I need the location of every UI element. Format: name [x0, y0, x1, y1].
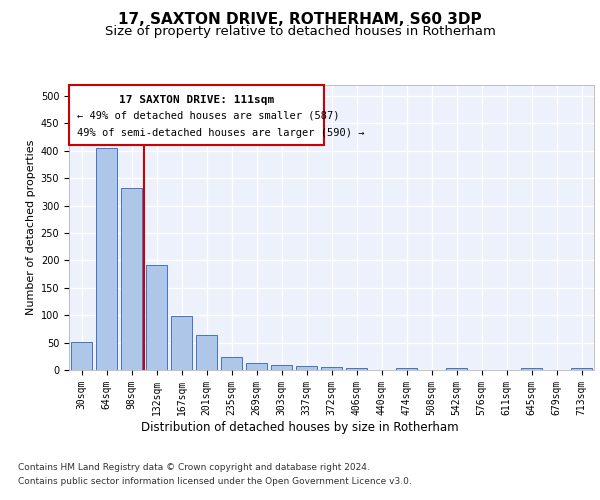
Bar — [321, 366, 342, 370]
Text: Size of property relative to detached houses in Rotherham: Size of property relative to detached ho… — [104, 24, 496, 38]
Y-axis label: Number of detached properties: Number of detached properties — [26, 140, 37, 315]
Bar — [221, 357, 242, 370]
Bar — [521, 368, 542, 370]
Text: Contains HM Land Registry data © Crown copyright and database right 2024.: Contains HM Land Registry data © Crown c… — [18, 463, 370, 472]
Text: Distribution of detached houses by size in Rotherham: Distribution of detached houses by size … — [141, 421, 459, 434]
Text: 17 SAXTON DRIVE: 111sqm: 17 SAXTON DRIVE: 111sqm — [119, 95, 274, 105]
Bar — [246, 363, 267, 370]
Text: 49% of semi-detached houses are larger (590) →: 49% of semi-detached houses are larger (… — [77, 128, 364, 138]
Text: 17, SAXTON DRIVE, ROTHERHAM, S60 3DP: 17, SAXTON DRIVE, ROTHERHAM, S60 3DP — [118, 12, 482, 26]
Text: Contains public sector information licensed under the Open Government Licence v3: Contains public sector information licen… — [18, 476, 412, 486]
FancyBboxPatch shape — [69, 85, 323, 145]
Bar — [571, 368, 592, 370]
Bar — [146, 265, 167, 370]
Bar — [71, 342, 92, 370]
Bar — [171, 316, 192, 370]
Bar — [196, 336, 217, 370]
Bar — [346, 368, 367, 370]
Bar — [271, 364, 292, 370]
Bar — [121, 188, 142, 370]
Bar — [446, 368, 467, 370]
Bar — [296, 366, 317, 370]
Bar — [96, 148, 117, 370]
Text: ← 49% of detached houses are smaller (587): ← 49% of detached houses are smaller (58… — [77, 110, 340, 120]
Bar — [396, 368, 417, 370]
